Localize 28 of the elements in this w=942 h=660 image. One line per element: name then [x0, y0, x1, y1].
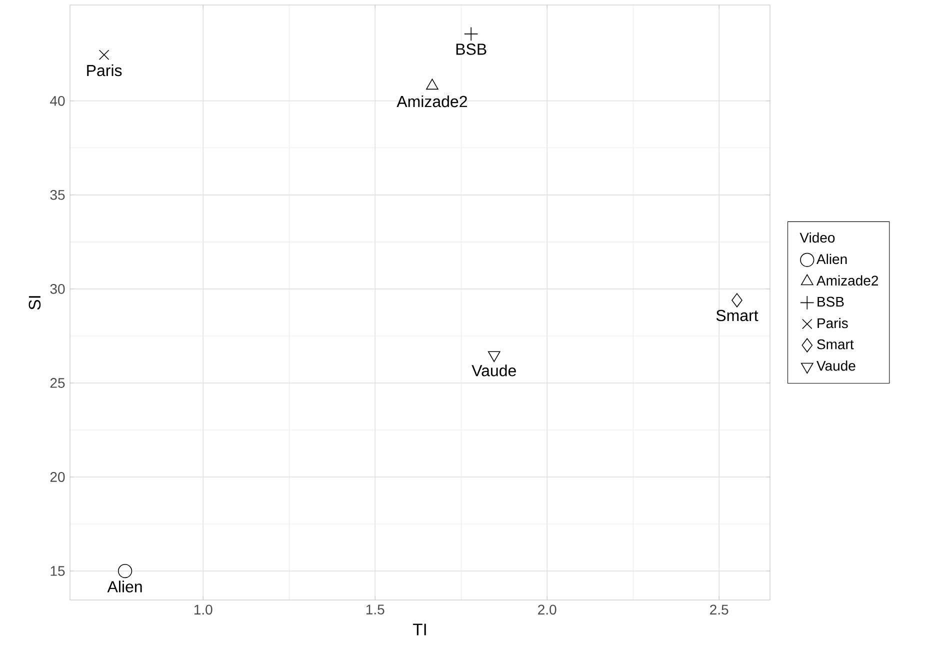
annotation: Amizade2: [396, 95, 467, 108]
annotation: BSB: [456, 44, 486, 55]
legend-label: Paris: [818, 318, 848, 328]
y-axis-title: SI: [28, 296, 41, 310]
x-tick-label: 2.0: [538, 604, 556, 615]
y-tick-label: 35: [50, 190, 65, 200]
point: [732, 293, 742, 308]
x-tick-label: 1.5: [366, 604, 384, 614]
legend-label: Vaude: [816, 360, 856, 371]
legend-label: Alien: [816, 254, 847, 264]
annotation: Paris: [87, 64, 122, 76]
legend-title: Video: [800, 232, 835, 243]
y-tick-label: 20: [50, 472, 65, 482]
x-tick-label: 1.0: [194, 604, 212, 615]
annotation: Vaude: [472, 364, 516, 376]
annotation: Alien: [107, 580, 142, 592]
point: [118, 564, 132, 578]
y-tick-label: 15: [50, 566, 65, 576]
y-tick-label: 40: [50, 96, 65, 106]
y-tick-label: 25: [50, 378, 65, 388]
point: [98, 50, 110, 60]
legend-label: Amizade2: [816, 275, 878, 286]
legend-label: Smart: [817, 339, 854, 350]
x-tick-label: 2.5: [710, 604, 728, 615]
y-tick-label: 30: [50, 284, 65, 294]
legend-label: BSB: [818, 296, 844, 307]
annotation: Smart: [716, 310, 758, 322]
x-axis-title: TI: [412, 624, 426, 636]
